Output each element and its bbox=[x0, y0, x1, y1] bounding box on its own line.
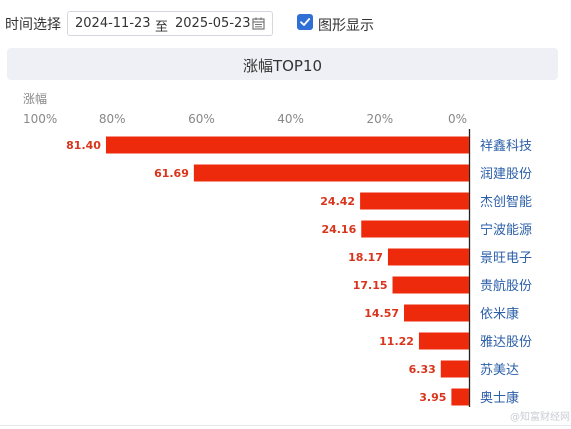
category-label: 依米康 bbox=[480, 306, 519, 322]
category-label: 润建股份 bbox=[480, 167, 532, 182]
checkmark-icon bbox=[300, 18, 311, 26]
bar bbox=[418, 332, 469, 350]
category-label: 奥士康 bbox=[480, 390, 519, 406]
tick-label: 0% bbox=[448, 112, 467, 126]
tick-label: 40% bbox=[277, 112, 304, 126]
category-label: 祥鑫科技 bbox=[480, 138, 532, 154]
category-label: 景旺电子 bbox=[480, 251, 532, 266]
bar bbox=[193, 164, 469, 182]
tick-label: 20% bbox=[366, 112, 393, 126]
bar-value-label: 14.57 bbox=[364, 307, 399, 320]
bar-value-label: 17.15 bbox=[353, 279, 388, 292]
show-chart-checkbox[interactable] bbox=[297, 14, 313, 30]
divider bbox=[0, 425, 571, 426]
category-label: 苏美达 bbox=[480, 362, 519, 378]
tick-label: 100% bbox=[23, 112, 57, 126]
tick-label: 80% bbox=[99, 112, 126, 126]
watermark: @知富财经网 bbox=[510, 412, 570, 423]
bar-value-label: 6.33 bbox=[409, 363, 436, 376]
panel-title: 涨幅TOP10 bbox=[242, 57, 323, 75]
bar-value-label: 61.69 bbox=[154, 167, 189, 180]
panel-header: 涨幅TOP10 bbox=[7, 48, 558, 80]
show-chart-label: 图形显示 bbox=[318, 18, 374, 34]
bar bbox=[387, 248, 469, 266]
end-date-field[interactable]: 2025-05-23 bbox=[175, 16, 251, 31]
gain-top10-chart: 涨幅 100% 80% 60% 40% 20% 0% 81.40 祥鑫科技 61.69 润建股份 24… bbox=[0, 85, 571, 429]
bar-value-label: 11.22 bbox=[379, 335, 414, 348]
category-label: 宁波能源 bbox=[480, 222, 532, 238]
bar bbox=[451, 388, 469, 406]
bar-value-label: 18.17 bbox=[348, 251, 383, 264]
date-separator: 至 bbox=[155, 20, 169, 35]
bar bbox=[440, 360, 469, 378]
bar-value-label: 81.40 bbox=[66, 139, 101, 152]
category-label: 贵航股份 bbox=[480, 278, 532, 294]
date-range-picker[interactable]: 2024-11-23 至 2025-05-23 bbox=[67, 11, 273, 36]
bar bbox=[361, 220, 469, 238]
filter-toolbar: 时间选择 2024-11-23 至 2025-05-23 图形显示 bbox=[0, 0, 571, 46]
bar bbox=[360, 192, 469, 210]
bar-chart: 涨幅 100% 80% 60% 40% 20% 0% 81.40 祥鑫科技 61.69 润建股份 24… bbox=[23, 91, 532, 407]
category-label: 雅达股份 bbox=[480, 335, 532, 350]
tick-label: 60% bbox=[188, 112, 215, 126]
calendar-icon[interactable] bbox=[252, 17, 265, 30]
bar bbox=[404, 304, 469, 322]
bar-value-label: 24.16 bbox=[321, 223, 356, 236]
axis-label: 涨幅 bbox=[23, 91, 47, 106]
start-date-field[interactable]: 2024-11-23 bbox=[75, 16, 151, 31]
category-label: 杰创智能 bbox=[480, 195, 532, 210]
bar-value-label: 24.42 bbox=[320, 195, 355, 208]
time-select-label: 时间选择 bbox=[5, 17, 61, 33]
bar bbox=[392, 276, 469, 294]
bar bbox=[105, 136, 470, 154]
bar-value-label: 3.95 bbox=[419, 391, 446, 404]
